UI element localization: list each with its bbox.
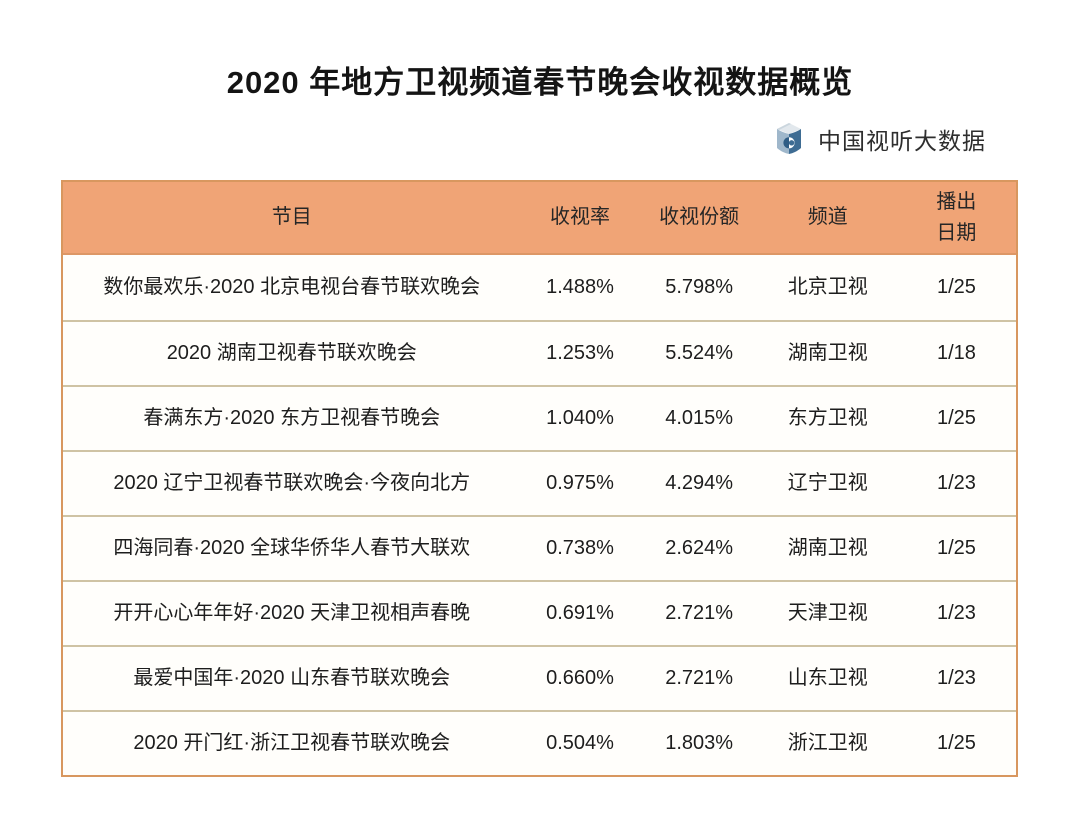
channel-cell: 北京卫视 [787,276,868,298]
logo-text: 中国视听大数据 [818,128,986,154]
channel-cell: 湖南卫视 [787,342,868,364]
table-row: 春满东方·2020 东方卫视春节晚会 1.040% 4.015% 东方卫视 1/… [63,385,1016,450]
table-body: 数你最欢乐·2020 北京电视台春节联欢晚会 1.488% 5.798% 北京卫… [63,255,1016,775]
share-cell: 5.524% [665,342,734,364]
program-cell: 2020 湖南卫视春节联欢晚会 [166,342,417,364]
channel-cell: 天津卫视 [787,602,868,624]
share-cell: 4.015% [665,407,734,429]
book-logo-icon [769,119,809,159]
program-cell: 四海同春·2020 全球华侨华人春节大联欢 [113,537,471,559]
program-cell: 开开心心年年好·2020 天津卫视相声春晚 [113,602,471,624]
rating-cell: 0.691% [546,602,614,624]
table-header-row: 节目 收视率 收视份额 频道 播出 日期 [63,182,1016,255]
channel-cell: 辽宁卫视 [787,472,868,494]
rating-cell: 1.488% [546,276,614,298]
rating-cell: 0.504% [546,732,614,754]
table-row: 开开心心年年好·2020 天津卫视相声春晚 0.691% 2.721% 天津卫视… [63,580,1016,645]
ratings-table: 节目 收视率 收视份额 频道 播出 日期 数你最欢乐·2020 北京电视台春节联… [61,180,1018,777]
air-date-cell: 1/25 [936,407,976,429]
share-cell: 1.803% [665,732,734,754]
program-cell: 春满东方·2020 东方卫视春节晚会 [143,407,441,429]
table-row: 2020 辽宁卫视春节联欢晚会·今夜向北方 0.975% 4.294% 辽宁卫视… [63,450,1016,515]
table-row: 数你最欢乐·2020 北京电视台春节联欢晚会 1.488% 5.798% 北京卫… [63,255,1016,320]
share-cell: 5.798% [665,276,734,298]
col-header-channel: 频道 [807,206,848,228]
program-cell: 数你最欢乐·2020 北京电视台春节联欢晚会 [103,276,481,298]
channel-cell: 湖南卫视 [787,537,868,559]
rating-cell: 0.660% [546,667,614,689]
table-row: 2020 湖南卫视春节联欢晚会 1.253% 5.524% 湖南卫视 1/18 [63,320,1016,385]
col-header-program: 节目 [271,206,312,228]
air-date-cell: 1/23 [936,602,976,624]
program-cell: 2020 辽宁卫视春节联欢晚会·今夜向北方 [113,472,471,494]
air-date-cell: 1/25 [936,276,976,298]
program-cell: 最爱中国年·2020 山东春节联欢晚会 [133,667,451,689]
table-row: 最爱中国年·2020 山东春节联欢晚会 0.660% 2.721% 山东卫视 1… [63,645,1016,710]
table-row: 2020 开门红·浙江卫视春节联欢晚会 0.504% 1.803% 浙江卫视 1… [63,710,1016,775]
rating-cell: 1.253% [546,342,614,364]
col-header-share: 收视份额 [659,206,740,228]
air-date-cell: 1/18 [936,342,976,364]
air-date-cell: 1/25 [936,537,976,559]
share-cell: 4.294% [665,472,734,494]
channel-cell: 山东卫视 [787,667,868,689]
col-header-air-date-line2: 日期 [936,221,977,244]
rating-cell: 0.738% [546,537,614,559]
channel-cell: 东方卫视 [787,407,868,429]
logo: 中国视听大数据 [769,119,986,159]
air-date-cell: 1/23 [936,472,976,494]
share-cell: 2.721% [665,602,734,624]
table-row: 四海同春·2020 全球华侨华人春节大联欢 0.738% 2.624% 湖南卫视… [63,515,1016,580]
share-cell: 2.721% [665,667,734,689]
program-cell: 2020 开门红·浙江卫视春节联欢晚会 [133,732,451,754]
channel-cell: 浙江卫视 [787,732,868,754]
page-title: 2020 年地方卫视频道春节晚会收视数据概览 [226,65,854,100]
col-header-air-date: 播出 日期 [897,187,1016,249]
rating-cell: 0.975% [546,472,614,494]
share-cell: 2.624% [665,537,734,559]
air-date-cell: 1/25 [936,732,976,754]
col-header-rating: 收视率 [550,206,610,228]
col-header-air-date-line1: 播出 [936,190,977,213]
air-date-cell: 1/23 [936,667,976,689]
rating-cell: 1.040% [546,407,614,429]
